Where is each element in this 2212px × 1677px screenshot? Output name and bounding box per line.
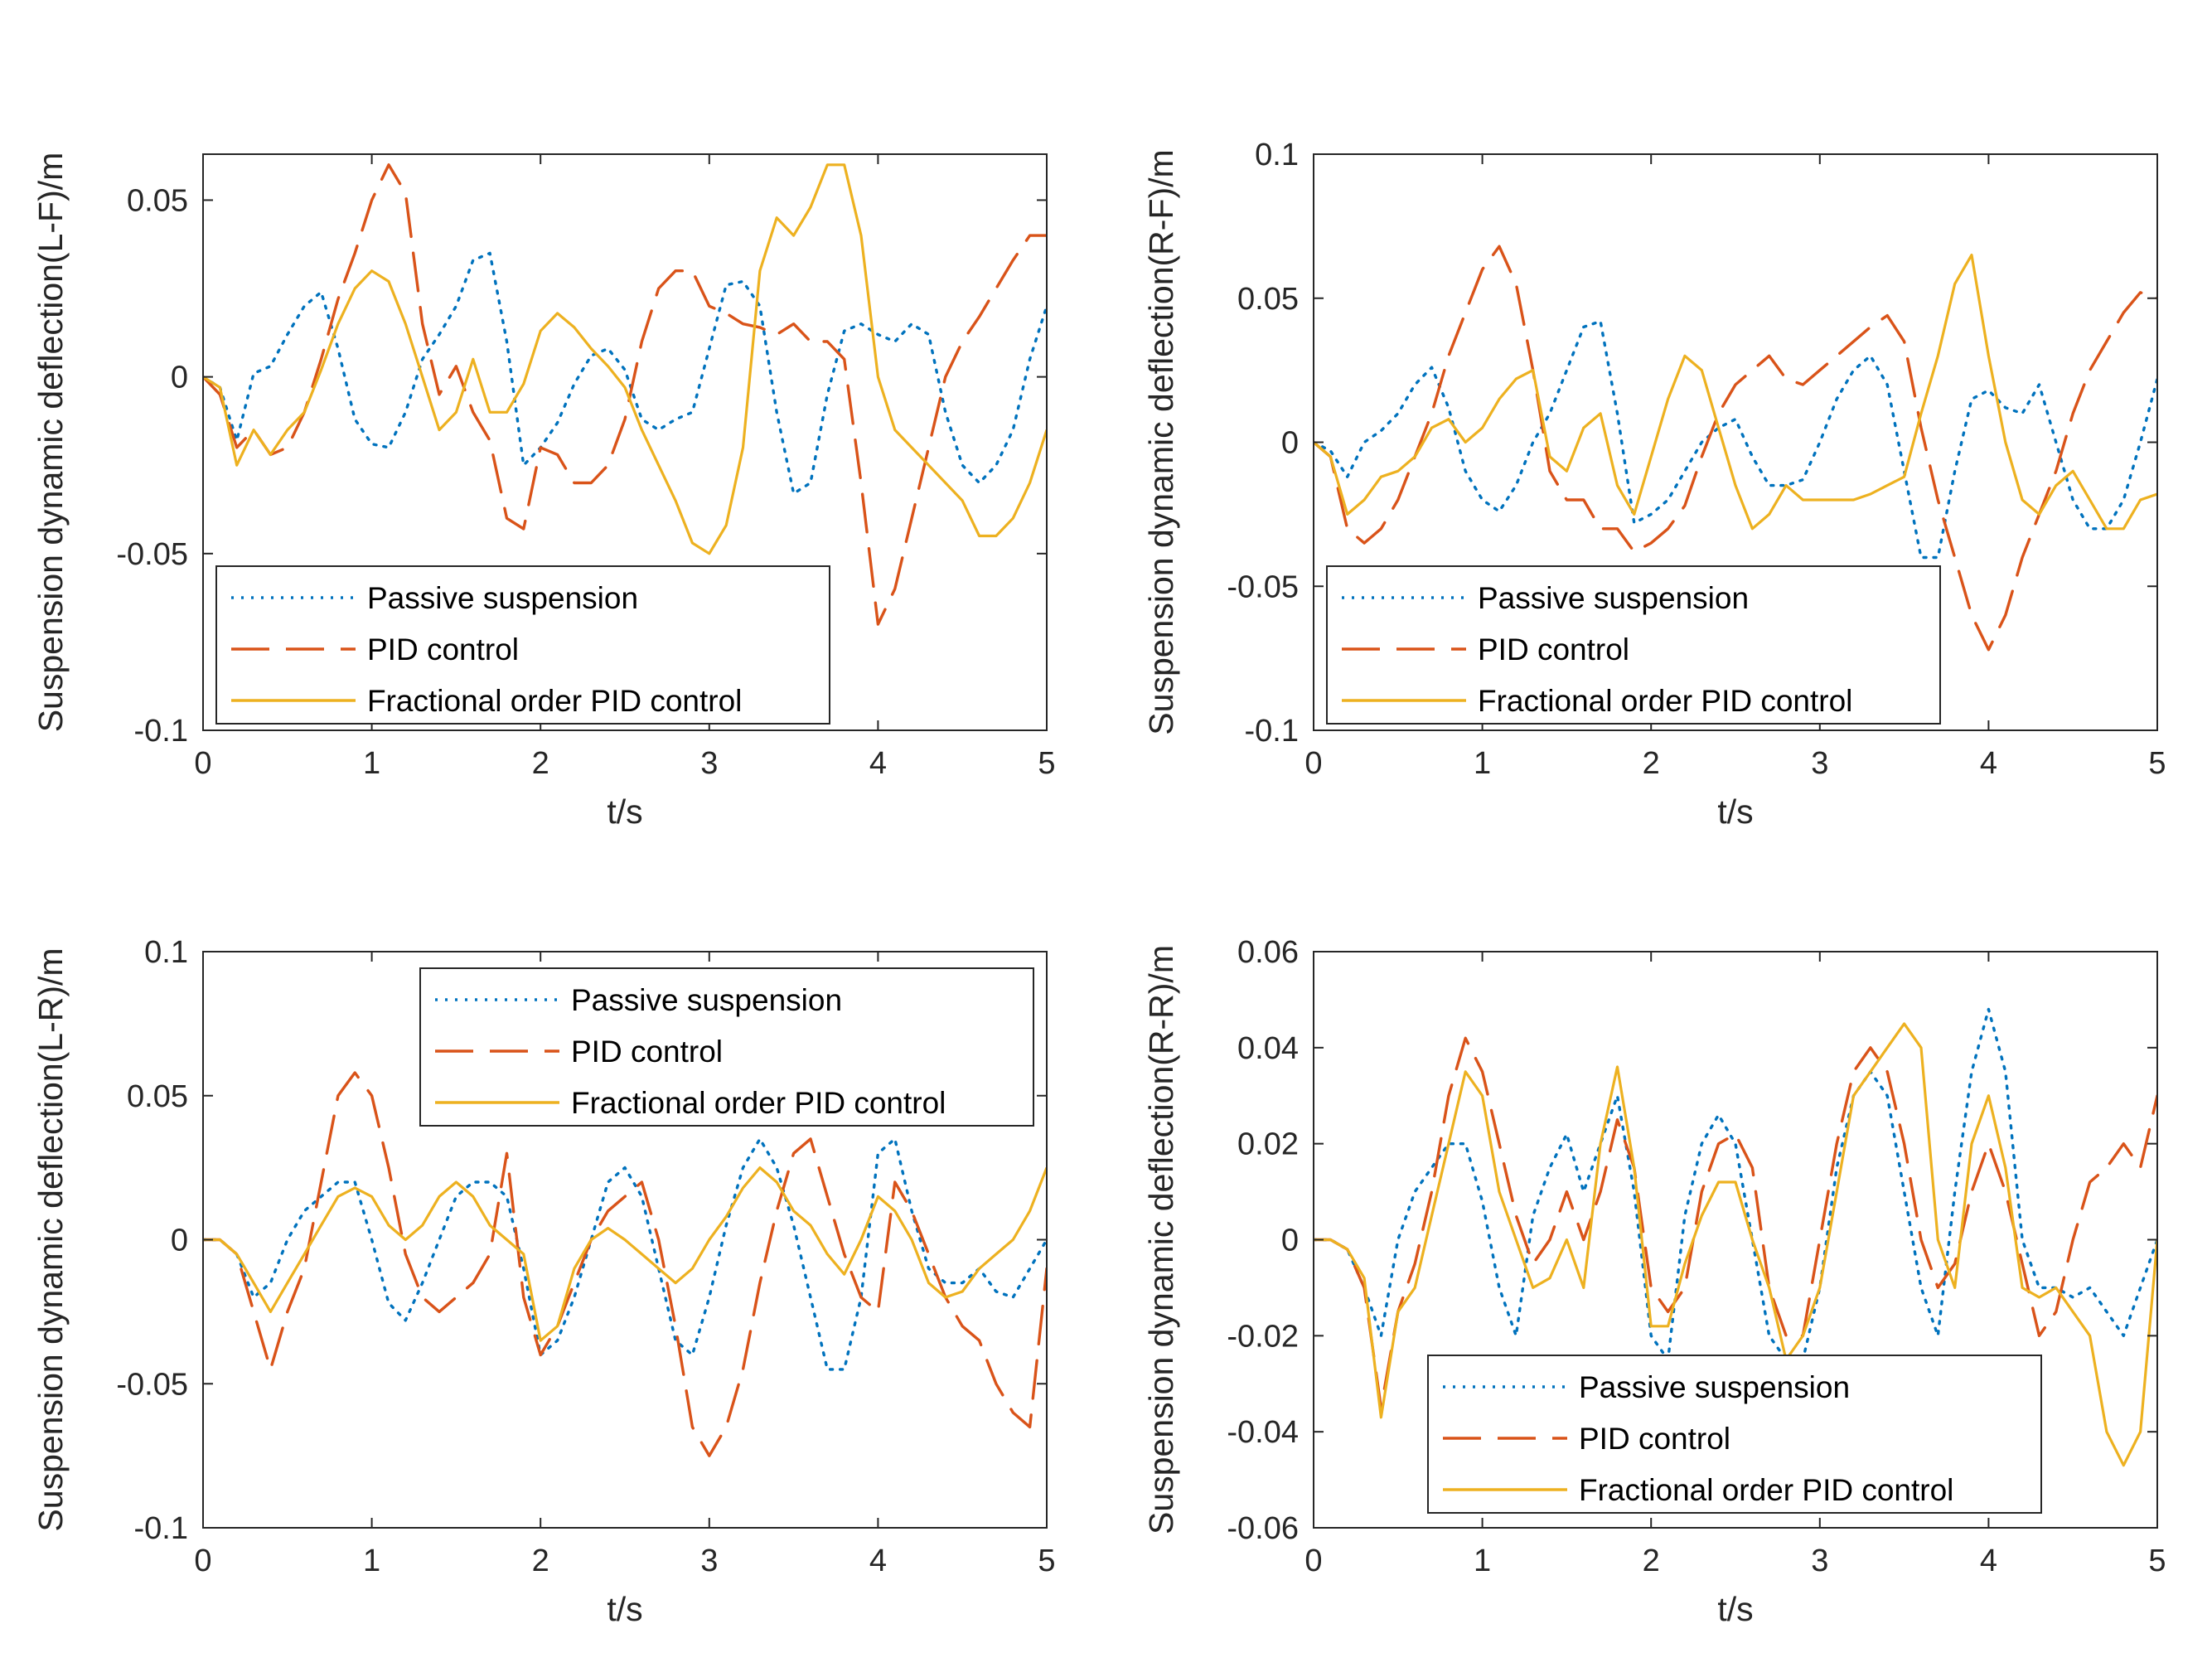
y-tick-label: -0.1	[1245, 714, 1299, 749]
x-tick-label: 3	[1811, 746, 1828, 781]
x-tick-label: 4	[869, 746, 887, 781]
x-axis-label: t/s	[1717, 1590, 1753, 1628]
legend: Passive suspension PID control Fractional …	[1427, 1355, 2042, 1514]
y-axis-label: Suspension dynamic deflection(R-F)/m	[1142, 149, 1180, 734]
y-tick-label: 0.04	[1237, 1031, 1299, 1066]
series-group	[203, 1071, 1047, 1457]
legend-box	[1326, 565, 1941, 725]
legend-label: PID control	[1478, 633, 1629, 666]
x-tick-label: 0	[1304, 746, 1322, 781]
x-axis-label: t/s	[1717, 792, 1753, 831]
x-tick-label: 4	[1980, 746, 1997, 781]
legend-label: Passive suspension	[571, 983, 842, 1017]
series-line-dashed	[203, 163, 1047, 626]
y-tick-label: -0.02	[1227, 1319, 1299, 1354]
axes-box	[202, 153, 1048, 731]
x-tick-label: 5	[2148, 1544, 2166, 1578]
y-tick-label: 0	[171, 361, 188, 395]
y-tick-label: -0.06	[1227, 1511, 1299, 1546]
legend-label: Passive suspension	[367, 581, 638, 615]
y-tick-label: -0.1	[134, 714, 188, 749]
x-tick-label: 0	[194, 746, 211, 781]
legend-label: PID control	[1579, 1422, 1730, 1456]
x-tick-label: 2	[532, 746, 549, 781]
x-tick-label: 2	[532, 1544, 549, 1578]
legend-box	[1427, 1355, 2042, 1514]
legend: Passive suspension PID control Fractional …	[419, 967, 1034, 1127]
x-axis-label: t/s	[607, 792, 642, 831]
legend-label: PID control	[571, 1035, 723, 1069]
y-tick-label: -0.1	[134, 1511, 188, 1546]
y-tick-label: -0.05	[116, 1367, 188, 1402]
legend-label: Fractional order PID control	[367, 684, 742, 718]
x-tick-label: 1	[363, 1544, 380, 1578]
series-line-dashed	[1314, 245, 2157, 652]
x-axis-label: t/s	[607, 1590, 642, 1628]
y-axis-label: Suspension dynamic deflection(R-R)/m	[1142, 945, 1180, 1534]
x-tick-label: 1	[363, 746, 380, 781]
subplot-4: 0 1 2 3 4 5 -0.06 -0.04 -0.02 0 0.02 0.04 0.06 t/s Sus…	[1142, 935, 2166, 1628]
x-tick-label: 4	[1980, 1544, 1997, 1578]
x-tick-label: 2	[1643, 1544, 1660, 1578]
x-tick-label: 0	[1304, 1544, 1322, 1578]
series-group	[203, 163, 1047, 626]
y-axis-label: Suspension dynamic deflection(L-R)/m	[31, 948, 70, 1531]
y-tick-label: 0	[1281, 426, 1299, 461]
y-tick-label: 0.06	[1237, 935, 1299, 970]
x-tick-label: 2	[1643, 746, 1660, 781]
series-line-dotted	[1314, 319, 2157, 560]
x-tick-label: 3	[700, 746, 718, 781]
series-line-dashed	[203, 1071, 1047, 1457]
y-tick-label: 0.1	[144, 935, 188, 970]
y-tick-label: -0.05	[116, 537, 188, 572]
subplot-2: 0 1 2 3 4 5 -0.1 -0.05 0 0.05 0.1 t/s Suspension dyn…	[1142, 138, 2166, 831]
legend: Passive suspension PID control Fractional …	[1326, 565, 1941, 725]
y-tick-label: 0.1	[1255, 138, 1299, 172]
series-line-solid	[203, 1166, 1047, 1342]
x-tick-label: 0	[194, 1544, 211, 1578]
y-tick-label: 0.05	[127, 183, 188, 218]
series-line-solid	[1314, 254, 2157, 531]
series-line-dotted	[203, 251, 1047, 495]
y-tick-label: 0	[1281, 1224, 1299, 1258]
legend-label: Fractional order PID control	[1579, 1473, 1953, 1507]
series-line-solid	[203, 163, 1047, 555]
legend-box	[419, 967, 1034, 1127]
y-tick-label: 0.02	[1237, 1127, 1299, 1162]
y-axis-label: Suspension dynamic deflection(L-F)/m	[31, 153, 70, 733]
x-tick-label: 5	[1038, 1544, 1055, 1578]
y-tick-label: 0.05	[1237, 282, 1299, 317]
y-tick-label: -0.04	[1227, 1415, 1299, 1450]
legend: Passive suspension PID control Fractional …	[215, 565, 830, 725]
y-tick-label: 0.05	[127, 1079, 188, 1114]
x-tick-label: 5	[2148, 746, 2166, 781]
series-line-dotted	[203, 1137, 1047, 1371]
x-tick-label: 1	[1474, 1544, 1491, 1578]
series-group	[1314, 1007, 2157, 1467]
x-tick-label: 1	[1474, 746, 1491, 781]
x-tick-label: 5	[1038, 746, 1055, 781]
legend-box	[215, 565, 830, 725]
x-tick-label: 3	[700, 1544, 718, 1578]
y-tick-label: -0.05	[1227, 570, 1299, 604]
legend-label: Fractional order PID control	[1478, 684, 1852, 718]
series-line-dotted	[1314, 1007, 2157, 1361]
legend-label: PID control	[367, 633, 519, 666]
subplot-3: 0 1 2 3 4 5 -0.1 -0.05 0 0.05 0.1 t/s Suspension dyn…	[31, 935, 1056, 1628]
series-line-solid	[1314, 1022, 2157, 1467]
subplot-1: 0 1 2 3 4 5 -0.1 -0.05 0 0.05 t/s Suspension dynami…	[31, 153, 1056, 831]
legend-label: Passive suspension	[1579, 1370, 1850, 1404]
x-tick-label: 3	[1811, 1544, 1828, 1578]
y-tick-label: 0	[171, 1224, 188, 1258]
series-group	[1314, 245, 2157, 652]
legend-label: Passive suspension	[1478, 581, 1749, 615]
legend-label: Fractional order PID control	[571, 1086, 946, 1120]
x-tick-label: 4	[869, 1544, 887, 1578]
